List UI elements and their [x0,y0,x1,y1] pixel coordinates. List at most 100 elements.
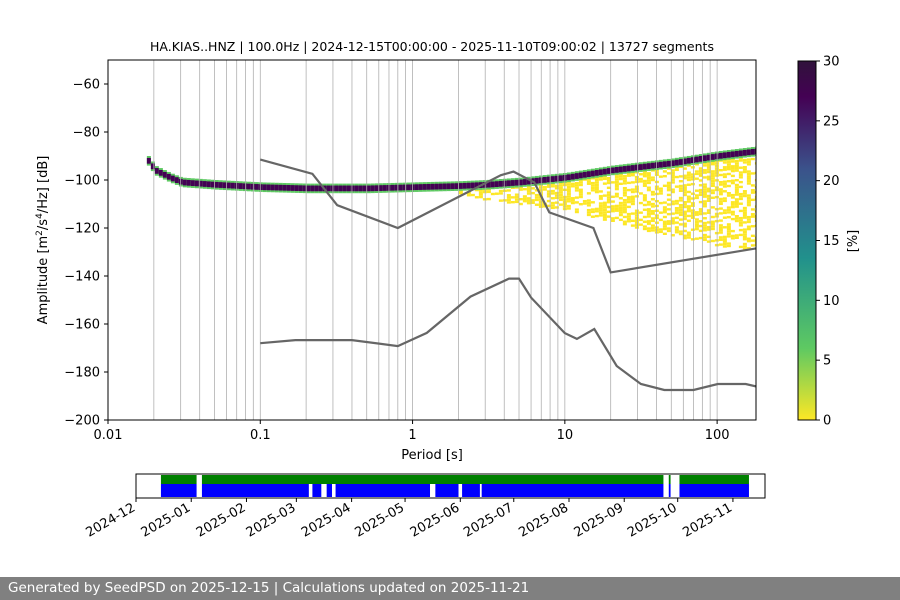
psd-cell [734,162,739,165]
psd-cell [514,193,519,196]
psd-cell [574,210,579,214]
psd-cell [750,157,755,161]
psd-cell [522,199,527,203]
psd-cell [634,180,639,184]
psd-cell [618,204,623,207]
psd-cell [594,190,599,194]
psd-cell [574,196,579,199]
psd-cell [662,170,667,173]
psd-cell [742,168,747,171]
psd-cell [750,172,755,175]
psd-cell [670,190,675,194]
psd-cell [590,210,595,214]
psd-cell [730,167,735,170]
psd-cell [694,220,699,224]
psd-cell [726,167,731,171]
psd-cell [602,177,607,181]
psd-cell [718,192,723,196]
psd-cell [218,182,223,188]
psd-cell [710,172,715,175]
psd-cell [734,183,739,187]
psd-cell [422,184,427,190]
psd-cell [678,223,683,226]
psd-cell [706,187,711,191]
psd-cell [678,213,683,217]
psd-cell [622,198,627,202]
psd-cell [682,203,687,206]
timeline-tick-label: 2025-06 [408,500,463,540]
psd-cell [358,185,363,192]
psd-cell [738,166,743,169]
psd-cell [590,186,595,190]
psd-cell [626,198,631,201]
psd-cell [550,206,555,210]
psd-cell [450,183,455,190]
psd-cell [734,236,739,240]
psd-cell [646,188,651,192]
psd-cell [686,157,691,164]
psd-cell [650,205,655,208]
psd-cell [638,177,643,181]
psd-cell [642,174,647,178]
psd-cell [630,202,635,206]
psd-cell [674,226,679,229]
psd-cell [614,185,619,188]
psd-cell [674,168,679,172]
psd-cell [530,201,535,204]
psd-cell [646,215,651,218]
psd-cell [526,201,531,205]
psd-cell [742,216,747,219]
psd-cell [730,169,735,173]
psd-cell [666,227,671,230]
psd-cell [734,169,739,172]
psd-cell [642,184,647,187]
psd-cell [690,178,695,181]
psd-cell [634,211,639,215]
psd-cell [618,197,623,200]
psd-cell [750,198,755,202]
psd-cell [546,190,551,193]
psd-cell [342,185,347,192]
psd-cell [686,209,691,213]
psd-cell [638,201,643,205]
psd-cell [750,239,755,242]
psd-cell [718,200,723,203]
psd-cell [698,200,703,204]
psd-cell [730,179,735,182]
psd-cell [510,196,515,199]
timeline-tick-label: 2025-05 [353,500,408,540]
psd-cell [738,176,743,179]
psd-cell [670,160,675,167]
y-tick-label: −100 [64,174,100,189]
psd-cell [586,182,591,185]
psd-cell [594,170,599,176]
psd-cell [618,206,623,210]
psd-cell [734,198,739,201]
y-tick-label: −140 [64,270,100,285]
psd-cell [594,207,599,211]
psd-cell [698,220,703,223]
psd-cell [718,190,723,193]
psd-cell [734,150,739,157]
psd-cell [598,211,603,215]
psd-cell [610,209,615,213]
psd-cell [746,220,751,224]
timeline-tick-label: 2025-03 [244,500,299,540]
psd-cell [702,176,707,179]
psd-cell [522,197,527,200]
psd-cell [666,184,671,187]
psd-cell [646,172,651,175]
y-tick-label: −120 [64,222,100,237]
psd-cell [622,179,627,183]
psd-cell [702,217,707,220]
psd-cell [718,212,723,215]
psd-cell [534,198,539,202]
colorbar-tick-label: 30 [823,55,840,70]
psd-cell [470,193,475,197]
psd-cell [678,199,683,202]
psd-cell [158,169,163,176]
psd-cell [750,191,755,194]
psd-cell [742,228,747,231]
psd-cell [442,183,447,190]
psd-cell [306,185,311,192]
